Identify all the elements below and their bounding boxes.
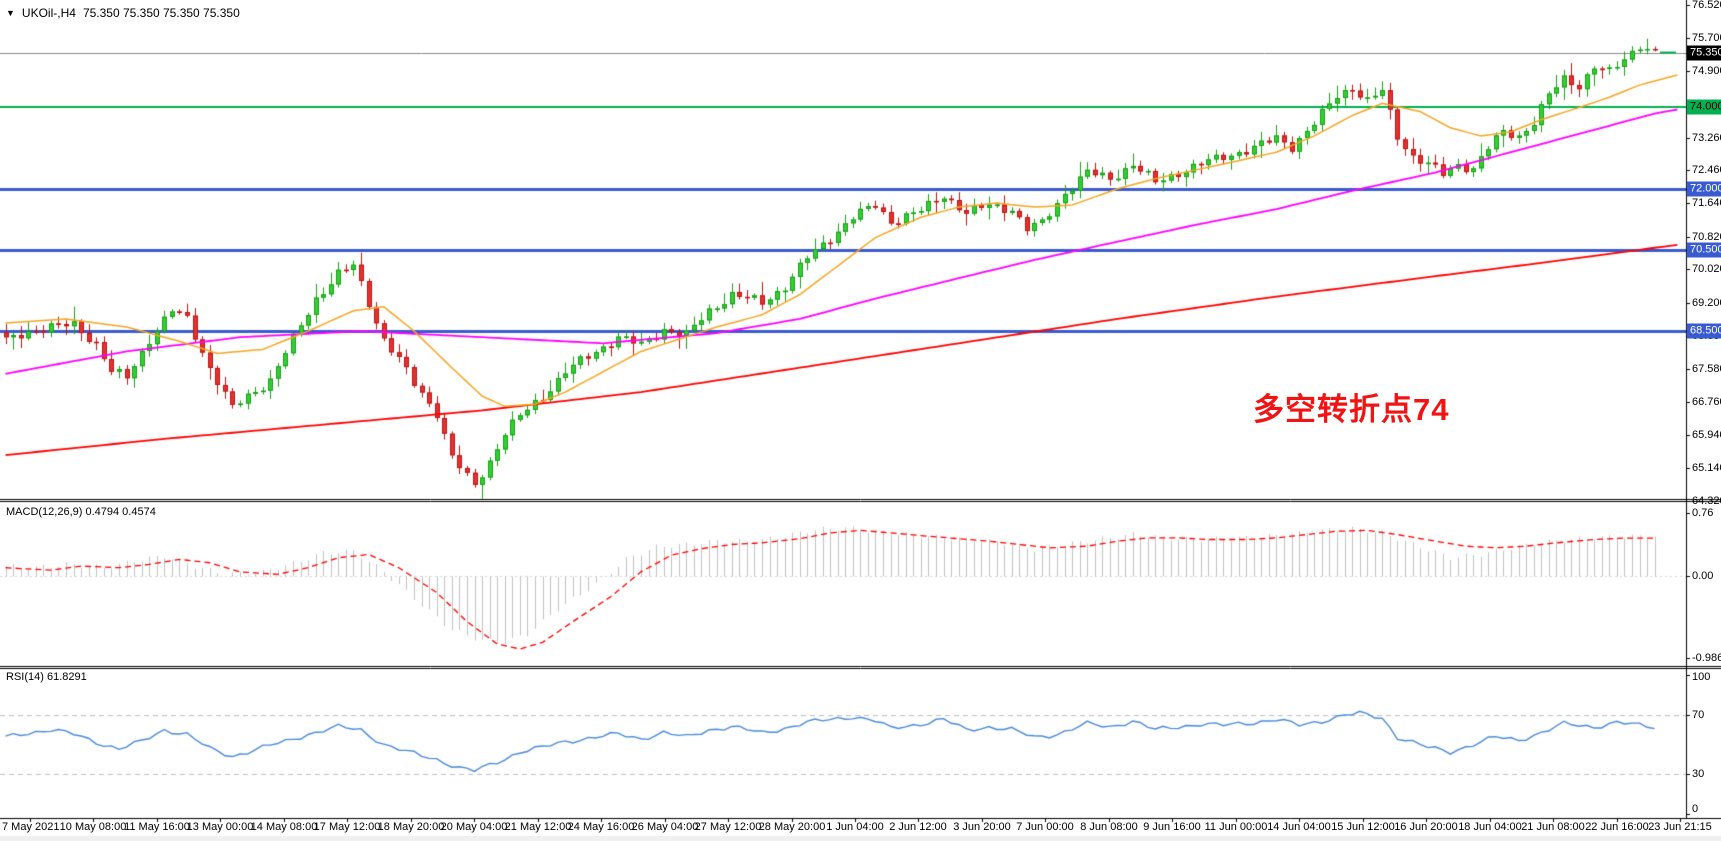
trading-terminal-chart: ▼ UKOil-,H4 75.350 75.350 75.350 75.350 …: [0, 0, 1721, 841]
chart-canvas[interactable]: [0, 0, 1721, 841]
